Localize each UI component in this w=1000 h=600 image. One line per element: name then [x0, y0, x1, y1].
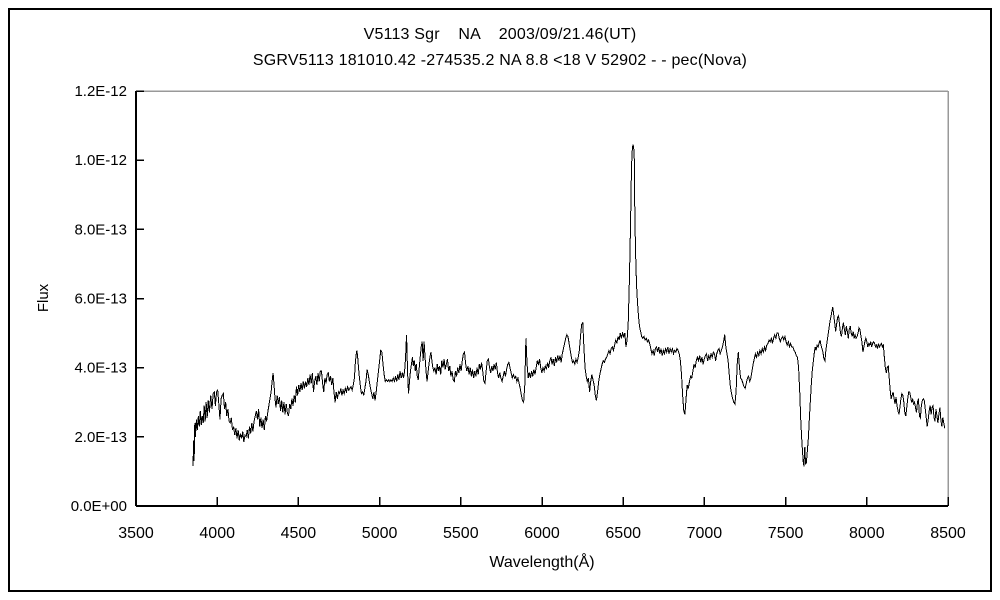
spectrum-line [192, 144, 946, 467]
x-tick-label: 8000 [849, 525, 885, 542]
x-tick-label: 5000 [362, 525, 398, 542]
y-tick-label: 1.0E-12 [74, 152, 127, 169]
x-tick-label: 7000 [687, 525, 723, 542]
x-tick-label: 7500 [768, 525, 804, 542]
x-tick-label: 4500 [281, 525, 317, 542]
chart-subtitle: SGRV5113 181010.42 -274535.2 NA 8.8 <18 … [252, 52, 748, 69]
x-tick-label: 6500 [605, 525, 641, 542]
y-tick-label: 1.2E-12 [74, 83, 127, 100]
chart-title: V5113 Sgr NA 2003/09/21.46(UT) [363, 26, 637, 43]
y-tick-label: 4.0E-13 [74, 360, 127, 377]
x-tick-label: 3500 [118, 525, 154, 542]
y-axis-title: Flux [35, 283, 52, 312]
y-tick-label: 2.0E-13 [74, 429, 127, 446]
y-tick-label: 0.0E+00 [71, 498, 127, 515]
x-tick-label: 4000 [199, 525, 235, 542]
x-axis-title: Wavelength(Å) [489, 552, 594, 571]
x-tick-label: 6000 [524, 525, 560, 542]
y-tick-label: 6.0E-13 [74, 291, 127, 308]
y-tick-label: 8.0E-13 [74, 221, 127, 238]
x-tick-label: 5500 [443, 525, 479, 542]
x-tick-label: 8500 [930, 525, 966, 542]
